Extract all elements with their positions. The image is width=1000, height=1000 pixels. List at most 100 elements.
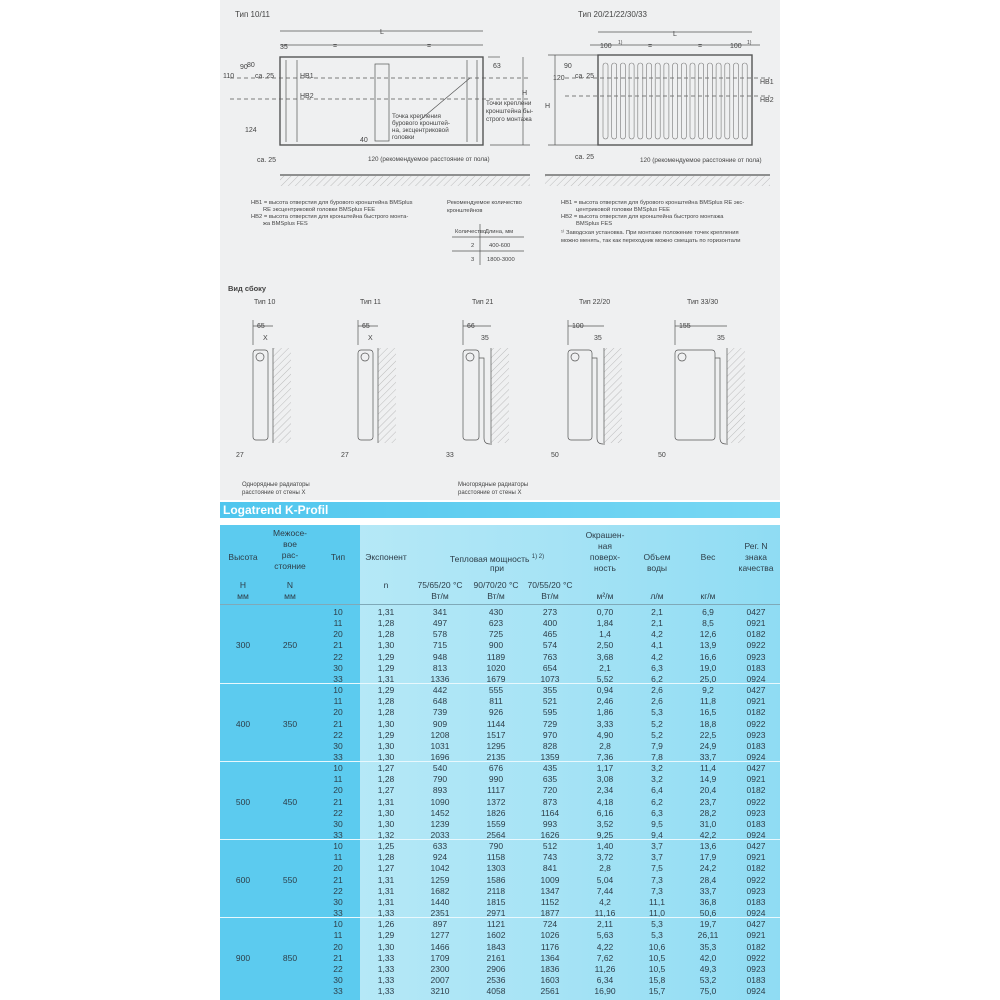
bracket-header: Количество	[455, 229, 486, 235]
table-cell: 0183	[746, 974, 766, 985]
table-cell: 0183	[746, 818, 766, 829]
table-cell: 1,29	[377, 729, 395, 740]
header-volume-line: Объем	[643, 552, 671, 562]
table-cell: 20,4	[699, 785, 717, 796]
radiator-side-view	[674, 349, 716, 441]
valve-icon	[570, 352, 580, 362]
table-cell: 1336	[430, 673, 450, 684]
unit-H: H	[239, 580, 247, 590]
table-cell: 1603	[540, 974, 560, 985]
drill-note-line: бурового кронштей-	[392, 119, 450, 127]
table-cell: 990	[488, 774, 504, 785]
table-cell: 21	[333, 952, 343, 963]
table-cell: 42,2	[699, 830, 717, 840]
floor-note: 120 (рекомендуемое расстояние от пола)	[640, 157, 762, 164]
note-multi-row: Многорядные радиаторы	[458, 482, 528, 488]
table-cell: 0922	[746, 640, 766, 651]
table-cell: 841	[542, 863, 558, 874]
valve-icon	[360, 352, 370, 362]
dim-bottom: 33	[446, 452, 454, 459]
table-cell: 1,27	[377, 763, 395, 774]
side-view-type-label: Тип 21	[472, 299, 494, 306]
valve-icon	[677, 352, 687, 362]
table-cell: 595	[542, 707, 558, 718]
table-cell: 1,30	[377, 640, 395, 651]
dim-ca25-bottom: ca. 25	[575, 154, 594, 161]
table-cell: 1277	[430, 930, 450, 941]
radiator-fin	[646, 62, 652, 140]
bracket-header: Длина, мм	[485, 229, 513, 235]
label-HB2: HB2	[300, 93, 314, 100]
table-cell: 11,4	[700, 763, 716, 774]
table-cell: 2561	[540, 986, 560, 997]
table-cell: 633	[432, 841, 448, 852]
table-cell: 1682	[430, 885, 450, 896]
table-cell: 5,2	[651, 718, 663, 729]
dim-H: H	[545, 103, 550, 110]
table-cell: 11	[333, 930, 343, 941]
table-cell: 2,1	[599, 662, 611, 673]
note-single-row: расстояние от стены X	[242, 490, 306, 496]
radiator-side-view	[567, 349, 593, 441]
table-cell: 2,1	[651, 618, 663, 629]
table-cell: 7,36	[596, 751, 614, 762]
valve-icon	[255, 352, 265, 362]
bracket-title: Рекомендуемое количество	[447, 200, 522, 206]
dim-bottom: 27	[341, 452, 349, 459]
table-cell: 1559	[486, 818, 506, 829]
wall-hatch	[378, 348, 396, 443]
table-cell: 9,25	[596, 830, 614, 840]
group-divider	[220, 917, 780, 919]
table-cell: 273	[542, 607, 558, 617]
dim-bottom: 27	[236, 452, 244, 459]
table-cell: 5,04	[596, 874, 614, 885]
dim-ca25-bottom: ca. 25	[257, 157, 276, 164]
table-cell: 1,29	[377, 662, 395, 673]
table-cell: 1152	[540, 896, 560, 907]
table-cell: 623	[488, 618, 504, 629]
temp-90-70-20: 90/70/20 °C	[473, 580, 519, 590]
table-cell: 1259	[430, 874, 450, 885]
table-cell: 1,86	[596, 707, 614, 718]
cell-H: 600	[235, 874, 251, 885]
table-cell: 0427	[746, 763, 766, 774]
table-cell: 30	[333, 818, 343, 829]
table-cell: 435	[542, 763, 558, 774]
table-cell: 0427	[746, 841, 766, 852]
table-cell: 5,3	[651, 919, 663, 930]
table-cell: 1189	[486, 651, 506, 662]
table-cell: 1,29	[377, 930, 395, 941]
table-cell: 1679	[486, 673, 506, 684]
dim-bottom: 50	[658, 452, 666, 459]
table-cell: 676	[488, 763, 504, 774]
dim-bottom: 50	[551, 452, 559, 459]
table-cell: 0182	[746, 707, 766, 718]
table-cell: 30	[333, 740, 343, 751]
table-cell: 341	[432, 607, 448, 617]
radiator-fin	[672, 62, 678, 140]
valve-icon	[465, 352, 475, 362]
table-cell: 909	[432, 718, 448, 729]
table-cell: 36,8	[699, 896, 717, 907]
table-cell: 0924	[746, 986, 766, 997]
table-cell: 75,0	[699, 986, 717, 997]
table-cell: 743	[542, 852, 558, 863]
group-divider	[220, 839, 780, 841]
table-cell: 1,31	[377, 885, 395, 896]
table-cell: 4,1	[651, 640, 663, 651]
table-cell: 1,30	[377, 941, 395, 952]
table-cell: 1303	[486, 863, 506, 874]
dim-35: 35	[280, 44, 288, 51]
table-cell: 3,2	[651, 774, 663, 785]
table-cell: 1440	[430, 896, 450, 907]
bracket-length: 400-600	[489, 243, 510, 249]
radiator-fin	[637, 62, 644, 140]
drill-note-line: Точка крепления	[392, 113, 441, 120]
table-cell: 0922	[746, 796, 766, 807]
note-right-line: HB1 = высота отверстия для бурового крон…	[561, 199, 744, 206]
table-cell: 0,70	[596, 607, 614, 617]
table-cell: 2161	[486, 952, 506, 963]
side-view-type-label: Тип 33/30	[687, 299, 718, 306]
table-cell: 5,63	[596, 930, 614, 941]
header-reg-line: знака	[745, 552, 767, 562]
